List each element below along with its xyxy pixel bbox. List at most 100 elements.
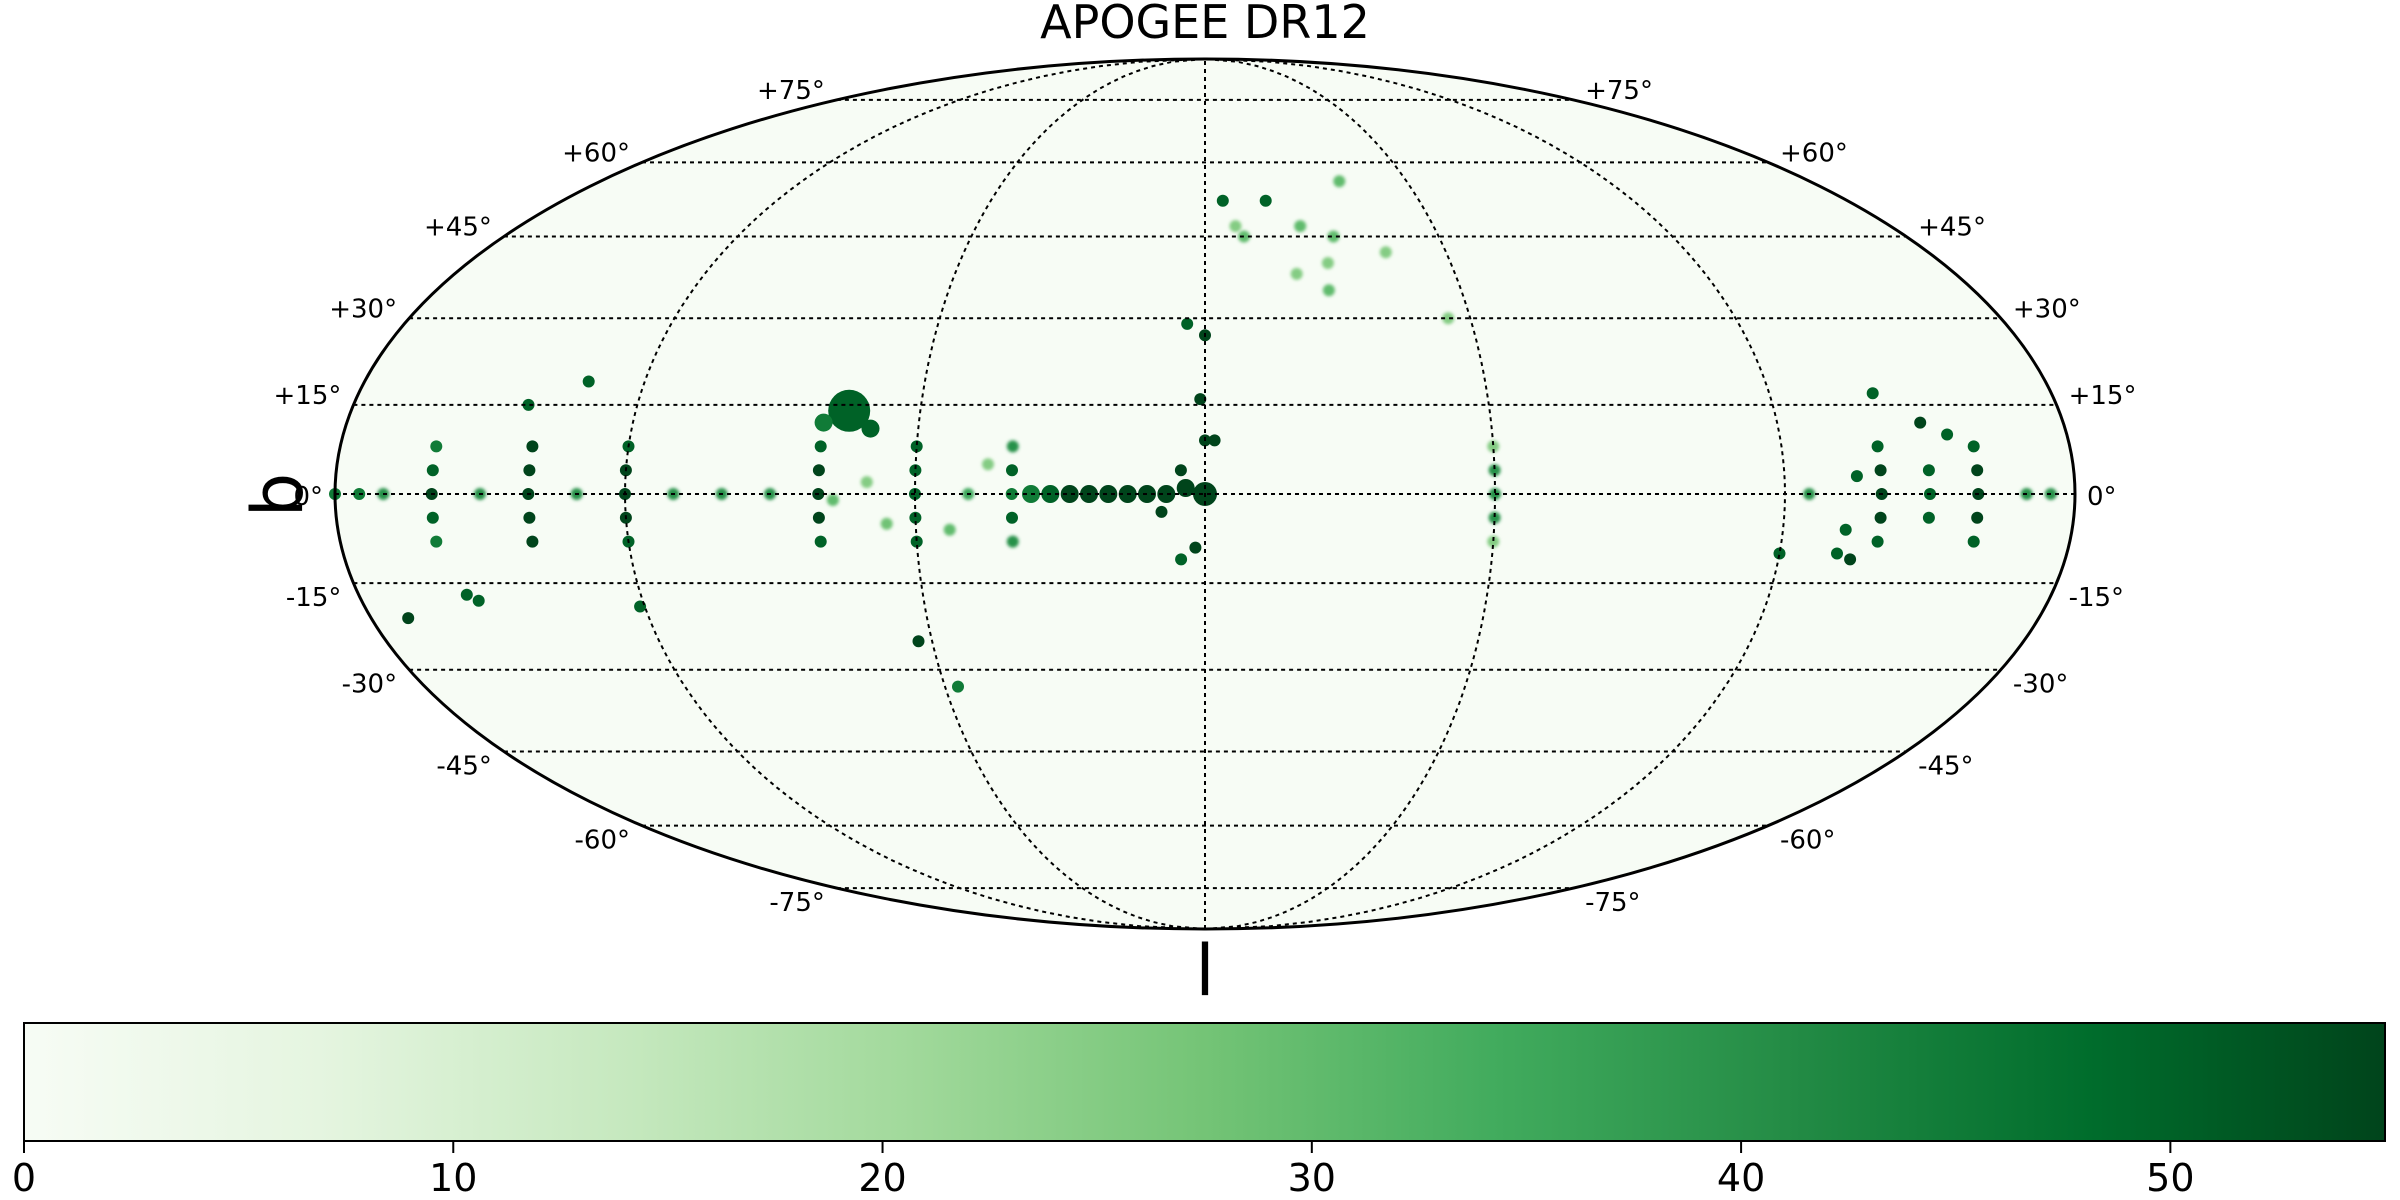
heatmap-spot	[1175, 553, 1188, 566]
heatmap-spot	[1174, 464, 1187, 477]
longitude-gridline	[623, 58, 1206, 930]
heatmap-spot	[426, 511, 439, 524]
colorbar-gradient	[23, 1022, 2386, 1142]
heatmap-spot	[1871, 535, 1884, 548]
y-axis-label: b	[237, 473, 319, 517]
heatmap-spot	[1238, 230, 1250, 243]
lat-tick-label-right: +60°	[1780, 138, 1848, 168]
heatmap-spot	[1189, 541, 1202, 554]
colorbar-tick-label: 10	[429, 1156, 477, 1200]
heatmap-spot	[1850, 470, 1863, 483]
heatmap-spot	[1866, 387, 1879, 400]
colorbar-tick-label: 50	[2146, 1156, 2194, 1200]
heatmap-spot	[1006, 464, 1018, 477]
heatmap-spot	[1844, 553, 1857, 566]
heatmap-spot	[812, 464, 825, 477]
heatmap-spot	[1379, 246, 1392, 259]
heatmap-spot	[1971, 511, 1984, 524]
heatmap-spot	[1967, 535, 1980, 548]
heatmap-spot	[1208, 434, 1221, 447]
heatmap-spot	[1874, 464, 1887, 477]
heatmap-spot	[814, 535, 827, 548]
heatmap-spot	[1773, 547, 1786, 560]
colorbar-tick-label: 0	[12, 1156, 36, 1200]
heatmap-spot	[912, 635, 925, 648]
colorbar-ticks: 0 10 20 30 40 50	[12, 1141, 2195, 1200]
colorbar-tick-label: 40	[1717, 1156, 1765, 1200]
lat-tick-label-right: +75°	[1585, 76, 1653, 106]
lat-tick-label-left: -15°	[286, 583, 341, 613]
heatmap-spot	[1871, 440, 1884, 453]
lat-tick-label-right: -15°	[2069, 583, 2124, 613]
heatmap-spot	[812, 511, 825, 524]
heatmap-spot	[1006, 535, 1019, 548]
heatmap-spot	[1229, 220, 1242, 233]
lat-tick-label-left: +30°	[329, 294, 397, 324]
heatmap-spot	[1922, 464, 1935, 477]
heatmap-spot	[1971, 464, 1984, 477]
heatmap-spot	[952, 680, 964, 693]
heatmap-spot	[1914, 416, 1927, 429]
heatmap-spot	[828, 389, 871, 432]
heatmap-spot	[1157, 485, 1176, 503]
longitude-gridline	[913, 58, 1206, 930]
heatmap-spot	[1290, 267, 1303, 280]
lat-tick-label-left: +45°	[424, 213, 492, 243]
heatmap-spot	[582, 375, 595, 388]
heatmap-spot	[1488, 464, 1501, 477]
lat-tick-label-left: +60°	[562, 138, 630, 168]
heatmap-spot	[982, 458, 994, 471]
lat-tick-label-left: +15°	[274, 381, 342, 411]
longitude-gridline	[1204, 58, 1787, 930]
lat-tick-label-right: -60°	[1780, 826, 1835, 856]
lat-tick-label-right: 0°	[2087, 482, 2117, 512]
heatmap-spot	[1155, 505, 1168, 518]
graticule	[335, 58, 2075, 930]
heatmap-spot	[910, 535, 923, 548]
heatmap-spot	[430, 440, 443, 453]
colorbar-tick-label: 30	[1288, 1156, 1336, 1200]
lat-tick-label-right: +45°	[1918, 213, 1986, 243]
heatmap-spot	[1487, 440, 1500, 453]
heatmap-spot	[1874, 511, 1887, 524]
lat-tick-label-right: -30°	[2013, 670, 2068, 700]
heatmap-spot	[1006, 511, 1018, 524]
heatmap-spot	[522, 398, 535, 411]
heatmap-spot	[1005, 488, 1018, 500]
heatmap-spot	[814, 440, 827, 453]
heatmap-spot	[523, 511, 536, 524]
heatmap-spot	[1194, 393, 1207, 406]
heatmap-spot	[460, 588, 473, 601]
colorbar: 0 10 20 30 40 50	[12, 1022, 2386, 1200]
x-axis-label: l	[1195, 930, 1214, 1012]
heatmap-spot	[1488, 511, 1501, 524]
heatmap-spot	[430, 535, 443, 548]
heatmap-spot	[861, 419, 880, 438]
lat-tick-label-right: +15°	[2069, 381, 2137, 411]
heatmap-spot	[943, 523, 956, 536]
heatmap-spot	[1321, 257, 1334, 269]
heatmap-spot	[1333, 175, 1346, 188]
lat-tick-label-left: -60°	[575, 826, 630, 856]
mollweide-map: +75° +75° +60° +60° +45° +45° +30° +30° +15° +15°…	[274, 57, 2137, 931]
heatmap-spot	[1181, 317, 1194, 330]
lat-tick-label-right: -75°	[1585, 888, 1640, 918]
heatmap-spot	[1831, 547, 1843, 560]
heatmap-spot	[523, 464, 536, 477]
heatmap-spot	[860, 476, 873, 489]
longitude-gridline	[1204, 58, 1497, 930]
heatmap-spot	[1941, 428, 1954, 441]
heatmap-spot	[526, 535, 539, 548]
heatmap-spot	[1006, 440, 1019, 453]
heatmap-spot	[526, 440, 539, 453]
lat-tick-label-left: 0°	[293, 482, 323, 512]
heatmap-spot	[1259, 194, 1272, 207]
heatmap-spot	[402, 612, 415, 625]
heatmap-spot	[1099, 485, 1118, 503]
heatmap-spot	[1327, 230, 1340, 243]
heatmap-spot	[1176, 479, 1195, 497]
lat-tick-label-left: -45°	[436, 752, 491, 782]
heatmap-spot	[1922, 511, 1935, 524]
lat-tick-label-right: -45°	[1918, 752, 1973, 782]
